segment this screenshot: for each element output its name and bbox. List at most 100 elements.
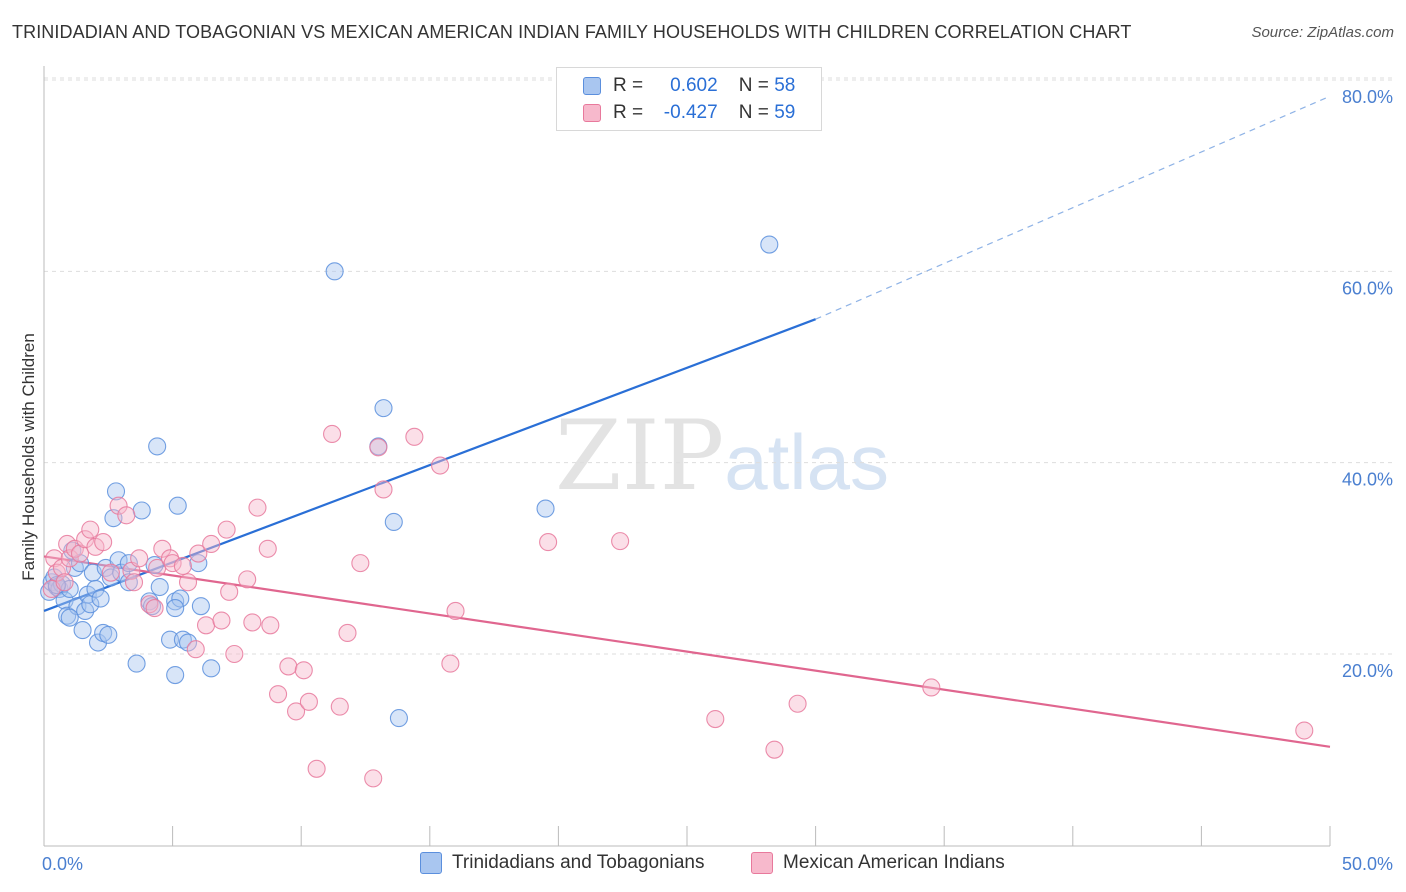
axis-labels: 20.0% 40.0% 60.0% 80.0% 0.0% 50.0% Family Hous… [19,87,1393,874]
data-point [760,235,779,254]
data-point [65,558,84,577]
data-point [611,532,630,551]
data-point [325,262,344,281]
trend-line [43,318,816,612]
data-point [248,498,267,517]
data-point [81,520,100,539]
data-point [101,568,120,587]
data-point [145,599,164,618]
data-point [238,570,257,589]
data-point [52,558,72,577]
data-point [166,665,185,685]
legend-swatch-blue [583,77,601,95]
data-point [258,539,277,558]
data-point [60,549,79,568]
data-point [150,577,169,597]
data-point [189,554,208,573]
data-point [106,482,126,501]
data-point [160,630,180,649]
data-point [99,625,118,644]
data-point [279,657,298,676]
data-point [323,424,342,444]
data-point [364,769,383,788]
data-point [212,611,231,630]
gridlines [44,77,1392,655]
data-point [73,621,92,640]
chart-title: TRINIDADIAN AND TOBAGONIAN VS MEXICAN AM… [12,22,1132,42]
source-label: Source: ZipAtlas.com [1251,24,1394,41]
watermark: ZIPatlas [555,400,889,512]
legend-r-value: -0.427 [663,102,718,123]
x-tick-label: 50.0% [1342,854,1393,874]
data-point [307,759,326,778]
data-point [60,608,79,627]
data-point [330,697,349,716]
data-point [171,589,190,608]
legend-swatch-pink [583,104,601,122]
data-point [539,533,558,552]
data-point [101,563,120,582]
data-point [130,549,149,568]
data-point [389,709,408,728]
data-point [178,633,198,652]
data-point [196,616,216,635]
data-point [765,740,784,759]
data-point [124,573,144,592]
data-point [168,496,187,515]
data-point [94,533,113,552]
data-point [269,685,288,704]
data-point [189,544,208,563]
data-point [178,573,198,592]
legend-n-label: N = [738,102,769,123]
y-tick-label: 40.0% [1342,470,1393,490]
bottom-legend-mexican: Mexican American Indians [751,852,1005,874]
data-point [299,692,318,711]
x-tick-label: 0.0% [42,854,83,874]
legend-r-label: R = [613,75,644,96]
data-point [132,501,151,520]
data-point [338,623,357,643]
data-point [536,499,555,518]
legend-n-label: N = [738,75,769,96]
data-point [153,539,172,558]
data-point [922,678,941,697]
data-point [88,633,108,652]
legend-n-value: 59 [774,102,796,123]
data-point [166,599,185,618]
data-point [70,544,90,563]
data-point [186,640,205,659]
data-point [47,563,66,582]
data-point [117,506,136,525]
bottom-legend-swatch-blue [420,852,442,874]
legend-row-trinidadian: R = 0.602 N = 58 [583,73,795,99]
trend-line [43,555,1331,748]
data-points [40,235,1314,788]
bottom-legend-swatch-pink [751,852,773,874]
data-point [91,589,110,608]
data-point [142,597,162,616]
data-point [374,399,393,418]
data-point [446,601,465,621]
data-point [405,427,424,446]
data-point [55,573,74,592]
data-point [109,496,128,515]
watermark-zip: ZIP [555,400,725,512]
data-point [202,659,221,678]
data-point [441,654,460,673]
data-point [70,554,90,573]
data-point [76,530,95,549]
data-point [119,573,138,592]
bottom-legend-label: Trinidadians and Tobagonians [452,852,705,873]
data-point [287,702,306,721]
bottom-legend-label: Mexican American Indians [783,852,1005,873]
data-point [173,630,192,649]
bottom-legend-trinidadian: Trinidadians and Tobagonians [420,852,704,874]
y-tick-label: 80.0% [1342,87,1393,107]
y-tick-label: 60.0% [1342,278,1393,298]
data-point [1295,721,1314,740]
trend-lines [43,95,1331,748]
stats-legend: R = 0.602 N = 58 R = -0.427 N = 59 [556,67,822,131]
data-point [294,661,313,680]
data-point [351,554,370,573]
